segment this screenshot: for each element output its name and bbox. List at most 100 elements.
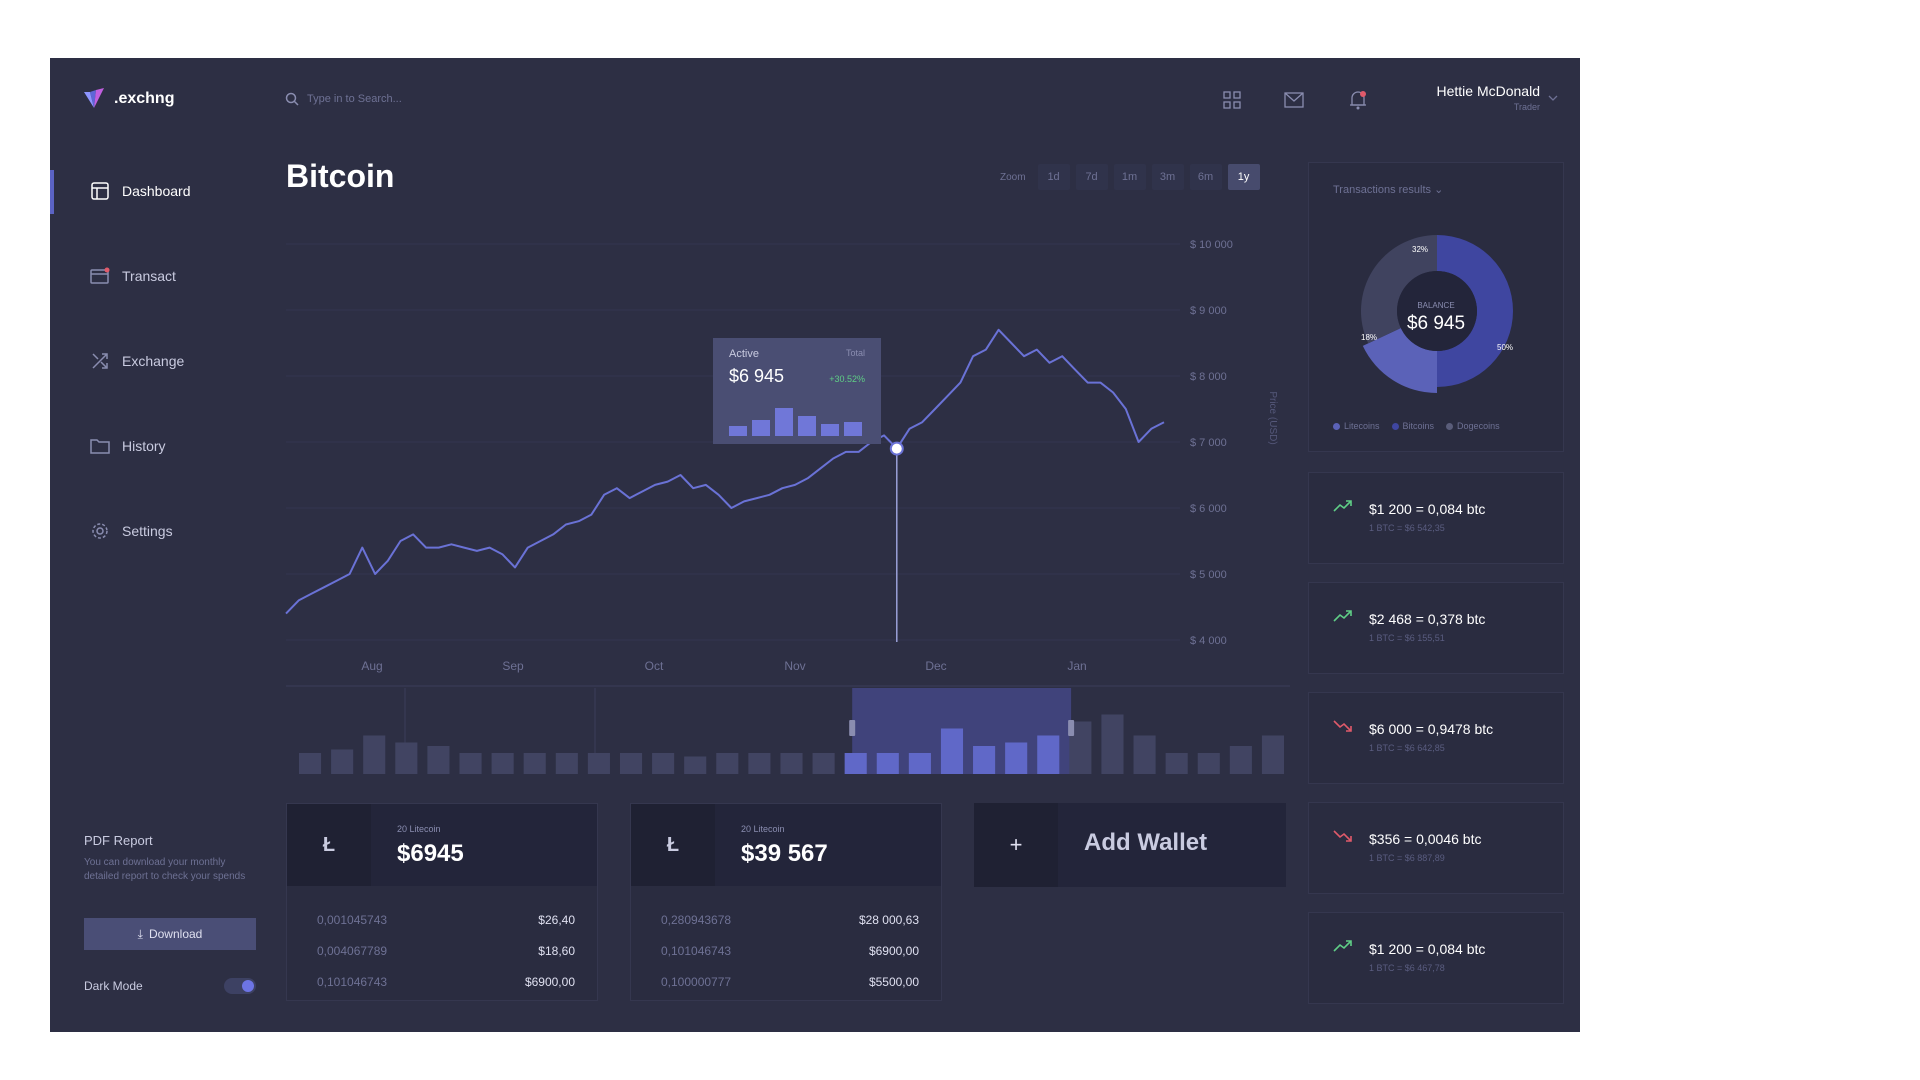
- wallet-row: 0,101046743 $6900,00: [661, 935, 919, 966]
- volume-bar: [363, 735, 386, 774]
- bell-icon[interactable]: [1346, 88, 1370, 112]
- volume-bar: [1101, 714, 1124, 774]
- y-tick-label: $ 5 000: [1190, 569, 1227, 581]
- plus-icon: +: [974, 803, 1058, 887]
- y-tick-label: $ 6 000: [1190, 503, 1227, 515]
- volume-bar: [684, 756, 707, 774]
- zoom-3m-button[interactable]: 3m: [1151, 164, 1184, 190]
- toggle-knob: [242, 980, 254, 992]
- download-button[interactable]: ⤓ Download: [84, 918, 256, 950]
- slice-label-litecoins: 18%: [1361, 333, 1378, 342]
- sidebar: .exchng Dashboard Transact Exchange: [50, 58, 268, 1032]
- apps-icon[interactable]: [1220, 88, 1244, 112]
- volume-bar: [555, 753, 578, 774]
- price-chart: $ 10 000 $ 9 000 $ 8 000 $ 7 000 $ 6 000 $ 5 …: [285, 239, 1290, 774]
- folder-icon: [90, 436, 110, 456]
- search-bar: [285, 92, 527, 106]
- sidebar-item-label: Dashboard: [122, 182, 191, 199]
- legend-label: Litecoins: [1344, 421, 1380, 431]
- zoom-7d-button[interactable]: 7d: [1075, 164, 1108, 190]
- x-tick-label: Sep: [502, 659, 524, 673]
- price-line: [285, 328, 1165, 615]
- dark-mode-toggle[interactable]: [224, 978, 256, 994]
- legend-dot: [1333, 422, 1340, 430]
- wallet-row: 0,001045743 $26,40: [317, 904, 575, 935]
- logo-icon: [84, 88, 104, 108]
- trend-up-icon: [1333, 940, 1352, 952]
- sidebar-item-exchange[interactable]: Exchange: [50, 318, 268, 403]
- dashboard-icon: [90, 181, 110, 201]
- logo[interactable]: .exchng: [82, 88, 174, 110]
- tooltip-bar: [798, 416, 816, 436]
- sidebar-item-transact[interactable]: Transact: [50, 233, 268, 318]
- zoom-1d-button[interactable]: 1d: [1037, 164, 1070, 190]
- volume-bar: [1197, 753, 1220, 774]
- zoom-1y-button[interactable]: 1y: [1227, 164, 1260, 190]
- trend-up-icon: [1333, 500, 1352, 512]
- wallet-row-amount: 0,280943678: [661, 912, 732, 927]
- tooltip-total-label: Total: [845, 348, 865, 358]
- volume-bar: [1037, 735, 1060, 774]
- wallet-rows: 0,001045743 $26,40 0,004067789 $18,60 0,10…: [317, 904, 575, 997]
- slice-label-dogecoins: 32%: [1412, 245, 1429, 254]
- sidebar-item-settings[interactable]: Settings: [50, 488, 268, 573]
- volume-bar: [331, 749, 354, 774]
- sidebar-item-history[interactable]: History: [50, 403, 268, 488]
- transaction-rate: 1 BTC = $6 542,35: [1369, 523, 1445, 533]
- transactions-results-title-text: Transactions results: [1333, 184, 1432, 196]
- donut-center-label: BALANCE: [1417, 301, 1455, 310]
- wallet-row-amount: 0,100000777: [661, 974, 732, 989]
- tooltip-bar: [844, 422, 862, 436]
- donut-slice: [1361, 235, 1437, 344]
- volume-bar: [716, 753, 739, 774]
- zoom-1m-button[interactable]: 1m: [1113, 164, 1146, 190]
- transaction-card[interactable]: $2 468 = 0,378 btc 1 BTC = $6 155,51: [1308, 582, 1564, 674]
- marker-point: [889, 441, 904, 456]
- transaction-card[interactable]: $356 = 0,0046 btc 1 BTC = $6 887,89: [1308, 802, 1564, 894]
- wallet-row-value: $26,40: [538, 912, 575, 927]
- sidebar-item-label: History: [122, 437, 166, 454]
- transaction-card[interactable]: $1 200 = 0,084 btc 1 BTC = $6 467,78: [1308, 912, 1564, 1004]
- chevron-down-icon: ⌄: [1434, 184, 1444, 196]
- volume-bar: [587, 753, 610, 774]
- volume-bar: [908, 753, 931, 774]
- transaction-rate: 1 BTC = $6 887,89: [1369, 853, 1445, 863]
- trend-down-icon: [1333, 720, 1352, 732]
- mail-icon[interactable]: [1282, 88, 1306, 112]
- download-label: Download: [148, 927, 203, 941]
- app-window: .exchng Dashboard Transact Exchange: [50, 58, 1580, 1032]
- volume-bar: [299, 753, 322, 774]
- volume-bar: [491, 753, 514, 774]
- pdf-report: PDF Report You can download your monthly…: [84, 833, 256, 884]
- zoom-6m-button[interactable]: 6m: [1189, 164, 1222, 190]
- donut-center-value: $6 945: [1406, 313, 1466, 334]
- y-tick-label: $ 9 000: [1190, 305, 1227, 317]
- wallet-row: 0,004067789 $18,60: [317, 935, 575, 966]
- volume-bar: [1261, 735, 1284, 774]
- tooltip-label: Active: [729, 348, 759, 360]
- volume-bar: [748, 753, 771, 774]
- download-icon: ⤓: [137, 926, 143, 941]
- search-input[interactable]: [307, 93, 527, 105]
- litecoin-icon: Ł: [287, 804, 371, 886]
- transaction-card[interactable]: $6 000 = 0,9478 btc 1 BTC = $6 642,85: [1308, 692, 1564, 784]
- chevron-down-icon[interactable]: [1548, 94, 1558, 102]
- transactions-results-title[interactable]: Transactions results ⌄: [1333, 183, 1443, 196]
- x-tick-label: Aug: [361, 659, 382, 673]
- y-tick-label: $ 4 000: [1190, 635, 1227, 647]
- user-profile[interactable]: Hettie McDonald Trader: [1410, 83, 1541, 112]
- transaction-rate: 1 BTC = $6 467,78: [1369, 963, 1445, 973]
- transaction-card[interactable]: $1 200 = 0,084 btc 1 BTC = $6 542,35: [1308, 472, 1564, 564]
- wallet-card[interactable]: Ł 20 Litecoin $39 567 0,280943678 $28 000…: [630, 803, 942, 1001]
- user-name: Hettie McDonald: [1436, 83, 1541, 99]
- wallet-card[interactable]: Ł 20 Litecoin $6945 0,001045743 $26,40 0,…: [286, 803, 598, 1001]
- transaction-amount: $1 200 = 0,084 btc: [1369, 941, 1486, 957]
- legend-item: Dogecoins: [1446, 421, 1500, 431]
- dark-mode-label: Dark Mode: [84, 979, 143, 993]
- tooltip-bar: [752, 420, 770, 436]
- transaction-amount: $1 200 = 0,084 btc: [1369, 501, 1486, 517]
- sidebar-item-dashboard[interactable]: Dashboard: [50, 148, 268, 233]
- volume-bar: [780, 753, 803, 774]
- volume-bar: [427, 746, 450, 774]
- add-wallet-button[interactable]: + Add Wallet: [974, 803, 1286, 887]
